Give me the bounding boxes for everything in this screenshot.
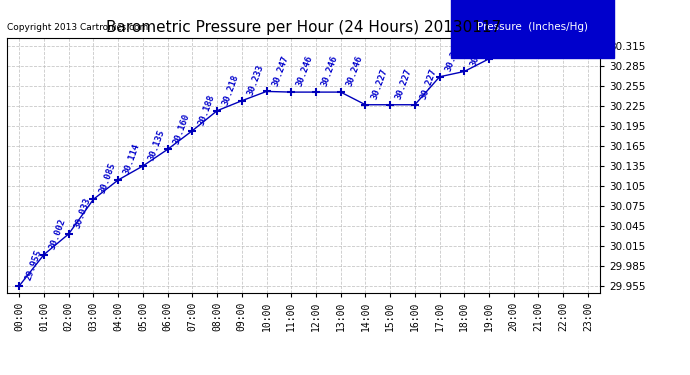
Text: Copyright 2013 Cartronics.com: Copyright 2013 Cartronics.com	[7, 23, 148, 32]
Text: 30.233: 30.233	[246, 63, 266, 97]
Text: 30.188: 30.188	[197, 93, 216, 126]
Text: 29.955: 29.955	[23, 248, 43, 282]
Text: 30.246: 30.246	[320, 54, 339, 88]
Text: 30.227: 30.227	[394, 67, 414, 100]
Text: 30.160: 30.160	[172, 112, 191, 145]
Text: 30.247: 30.247	[270, 54, 290, 87]
Text: 30.315: 30.315	[567, 9, 587, 42]
Title: Barometric Pressure per Hour (24 Hours) 20130117: Barometric Pressure per Hour (24 Hours) …	[106, 20, 501, 35]
Text: 30.114: 30.114	[122, 142, 142, 176]
Text: 30.227: 30.227	[370, 67, 389, 100]
Text: 30.305: 30.305	[592, 15, 611, 49]
Text: 30.246: 30.246	[345, 54, 364, 88]
Text: Pressure  (Inches/Hg): Pressure (Inches/Hg)	[477, 22, 589, 32]
Text: 30.135: 30.135	[147, 129, 166, 162]
Text: 30.227: 30.227	[419, 67, 439, 100]
Text: 30.246: 30.246	[295, 54, 315, 88]
Text: 30.002: 30.002	[48, 217, 68, 250]
Text: 30.315: 30.315	[542, 9, 562, 42]
Text: 30.306: 30.306	[518, 15, 538, 48]
Text: 30.296: 30.296	[493, 21, 513, 55]
Text: 30.033: 30.033	[73, 196, 92, 230]
Text: 30.277: 30.277	[469, 34, 488, 67]
Text: 30.218: 30.218	[221, 73, 241, 106]
Text: 30.269: 30.269	[444, 39, 463, 73]
Text: 30.085: 30.085	[97, 162, 117, 195]
